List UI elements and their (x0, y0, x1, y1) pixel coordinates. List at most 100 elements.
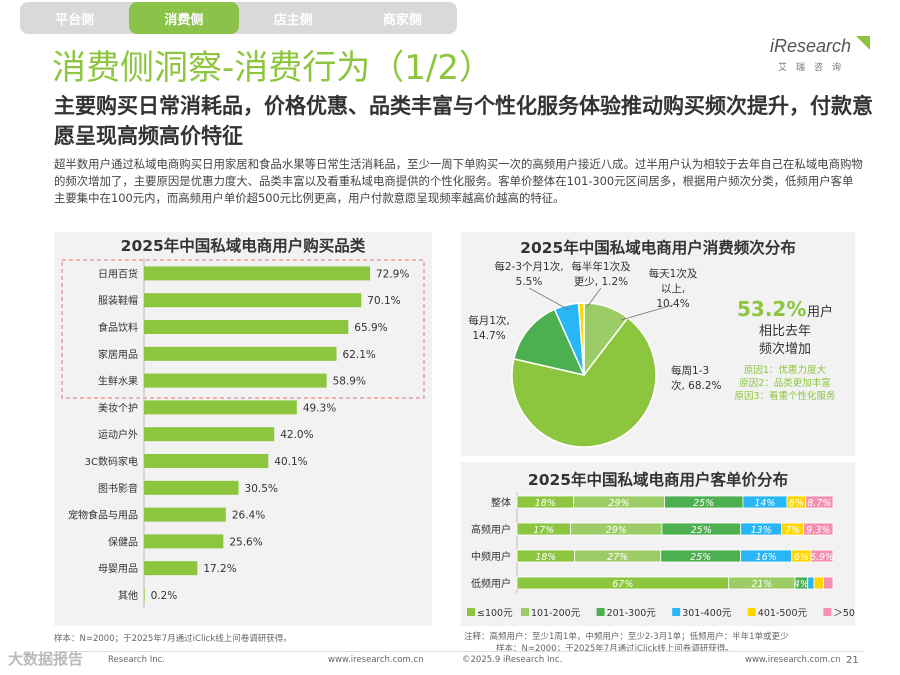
category-value-label: 72.9% (376, 268, 409, 280)
pie-label-halfyear: 每半年1次及 (571, 260, 631, 273)
right-note-1: 注释：高频用户：至少1周1单，中频用户：至少2-3月1单；低频用户：半年1单或更… (464, 632, 789, 642)
price-stacked-chart: 整体 18% 29% 25% 14% 6% 8.7%高频用户 17% 29% 25% 13% 7% 9.… (467, 492, 855, 619)
stack-segment-label: 21% (751, 579, 772, 590)
category-bar (144, 507, 226, 522)
stack-segment-label: 29% (608, 498, 629, 509)
category-bar (144, 534, 224, 549)
stack-segment-label: 6% (794, 552, 809, 563)
stack-segment-label: 25% (691, 525, 712, 536)
category-label: 保健品 (108, 535, 138, 548)
pie-leader-halfyear (586, 287, 602, 308)
legend-label: 301-400元 (682, 608, 732, 619)
category-label: 服装鞋帽 (98, 294, 138, 307)
callout-line2: 相比去年 (759, 324, 811, 339)
pie-label-halfyear: 更少, 1.2% (574, 276, 628, 288)
category-value-label: 65.9% (354, 322, 387, 334)
category-bar (144, 320, 349, 334)
stack-category-label: 低频用户 (471, 577, 511, 590)
pie-label-bimonthly: 每2-3个月1次, (494, 260, 563, 273)
stack-category-label: 整体 (491, 496, 511, 509)
footer-copyright: ©2025.9 iResearch Inc. (462, 655, 563, 665)
category-value-label: 17.2% (203, 563, 236, 575)
category-bar (144, 588, 145, 602)
category-value-label: 26.4% (232, 510, 265, 522)
pie-label-daily: 每天1次及 (649, 267, 698, 280)
category-label: 美妆个护 (98, 401, 138, 414)
category-value-label: 0.2% (151, 590, 178, 602)
stack-segment-label: 8.7% (807, 498, 831, 509)
stack-segment (803, 522, 834, 536)
stack-segment-label: 13% (751, 525, 772, 536)
pie-label-daily: 以上, (661, 283, 685, 295)
pie-leader-daily (620, 304, 674, 321)
category-bar (144, 400, 297, 415)
price-chart-panel: 2025年中国私域电商用户客单价分布 整体 18% 29% 25% 14% 6% 8.7% 高… (461, 462, 855, 626)
category-label: 图书影音 (98, 482, 138, 495)
stack-segment-label: 6% (789, 498, 804, 509)
tab-platform[interactable]: 平台侧 (55, 12, 95, 28)
legend-label: 201-300元 (607, 608, 657, 619)
category-label: 宠物食品与用品 (68, 509, 138, 522)
tab-consumer[interactable]: 消费侧 (129, 2, 239, 34)
pie-label-weekly: 次, 68.2% (671, 379, 722, 392)
logo-mark-icon (856, 36, 870, 50)
pie-label-weekly: 每周1-3 (671, 364, 709, 377)
pie-slice (512, 308, 586, 377)
pie-slice (577, 302, 585, 376)
category-value-label: 70.1% (367, 295, 400, 307)
page-subtitle: 主要购买日常消耗品，价格优惠、品类丰富与个性化服务体验推动购买频次提升，付款意愿… (54, 94, 873, 148)
tab-store-owner[interactable]: 店主侧 (273, 12, 313, 28)
category-label: 生鲜水果 (98, 375, 138, 388)
stack-segment (807, 576, 815, 590)
category-value-label: 58.9% (333, 376, 366, 388)
callout-reason: 原因2：品类更加丰富 (739, 377, 831, 389)
pie-label-monthly: 每月1次, (468, 314, 510, 327)
category-bar (144, 427, 275, 442)
stack-segment-label: 29% (606, 525, 627, 536)
footer-brand: Research Inc. (108, 655, 165, 665)
category-label: 食品饮料 (98, 321, 138, 334)
stack-segment (805, 495, 834, 509)
iresearch-logo: iResearch 艾瑞咨询 (770, 36, 870, 84)
category-bar (144, 266, 370, 281)
stack-segment-label: 27% (607, 552, 628, 563)
legend-swatch (823, 608, 832, 616)
category-value-label: 30.5% (245, 483, 278, 495)
category-value-label: 49.3% (303, 402, 336, 414)
callout-percentage: 53.2% (737, 297, 806, 321)
stack-segment-label: 25% (690, 552, 711, 563)
category-value-label: 62.1% (343, 349, 376, 361)
page-number: 21 (846, 655, 859, 666)
tab-merchant[interactable]: 商家侧 (382, 12, 422, 28)
stack-category-label: 高频用户 (471, 523, 511, 536)
stack-segment-label: 4% (794, 579, 809, 590)
price-chart-title: 2025年中国私域电商用户客单价分布 (527, 471, 789, 489)
pie-label-monthly: 14.7% (472, 330, 505, 342)
legend-swatch (467, 608, 475, 616)
legend-label: ＞500元 (833, 608, 855, 619)
legend-label: 101-200元 (531, 608, 581, 619)
footer-divider (54, 651, 864, 652)
stack-segment-label: 18% (535, 552, 556, 563)
section-tabs: 平台侧 消费侧 店主侧 商家侧 (20, 2, 457, 34)
legend-swatch (596, 608, 605, 616)
pie-slice (511, 316, 657, 448)
legend-label: 401-500元 (758, 608, 808, 619)
stack-segment-label: 25% (693, 498, 714, 509)
category-value-label: 40.1% (274, 456, 307, 468)
stack-segment-label: 18% (535, 498, 556, 509)
category-bar (144, 293, 362, 308)
stack-segment-label: 7% (785, 525, 800, 536)
category-label: 其他 (118, 589, 138, 602)
stack-segment-label: 6.9% (810, 552, 834, 563)
category-bar (144, 454, 269, 468)
category-label: 母婴用品 (98, 563, 138, 575)
category-bar (144, 373, 327, 388)
stack-segment-label: 16% (756, 552, 777, 563)
legend-label: ≤100元 (477, 608, 513, 619)
watermark: 大数据报告 (8, 650, 84, 668)
frequency-chart-panel: 2025年中国私域电商用户消费频次分布 每天1次及 以上, 10.4% 每周1-3 次,… (461, 232, 855, 456)
stack-segment (810, 549, 834, 563)
page-description: 超半数用户通过私域电商购买日用家居和食品水果等日常生活消耗品，至少一周下单购买一… (54, 157, 863, 205)
